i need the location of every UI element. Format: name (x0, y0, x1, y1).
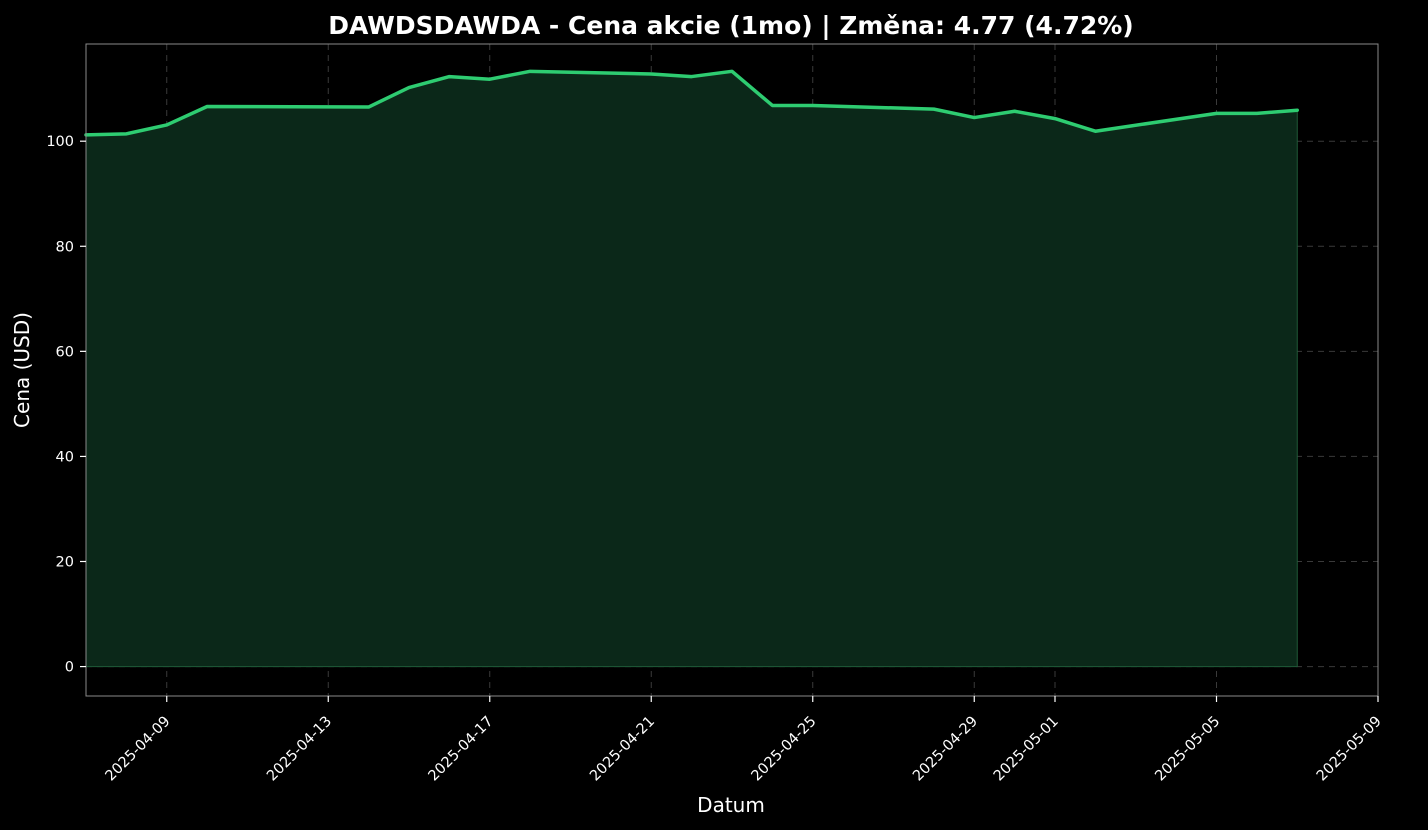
price-area (85, 70, 1298, 668)
y-tick-label: 0 (65, 660, 74, 676)
price-line-path (84, 69, 1299, 137)
y-tick-label: 20 (56, 555, 74, 571)
plot-frame (85, 43, 1379, 697)
y-axis-label: Cena (USD) (10, 312, 34, 428)
y-axis-ticks: 0 20 40 60 80 100 (46, 134, 86, 676)
price-area-fill (85, 70, 1298, 668)
y-tick-label: 40 (56, 449, 74, 465)
x-axis-label: Datum (697, 793, 765, 817)
chart-title: DAWDSDAWDA - Cena akcie (1mo) | Změna: 4… (328, 11, 1133, 40)
y-tick-label: 60 (56, 344, 74, 360)
price-line (84, 69, 1299, 137)
y-tick-label: 100 (46, 134, 74, 150)
y-tick-label: 80 (56, 239, 74, 255)
